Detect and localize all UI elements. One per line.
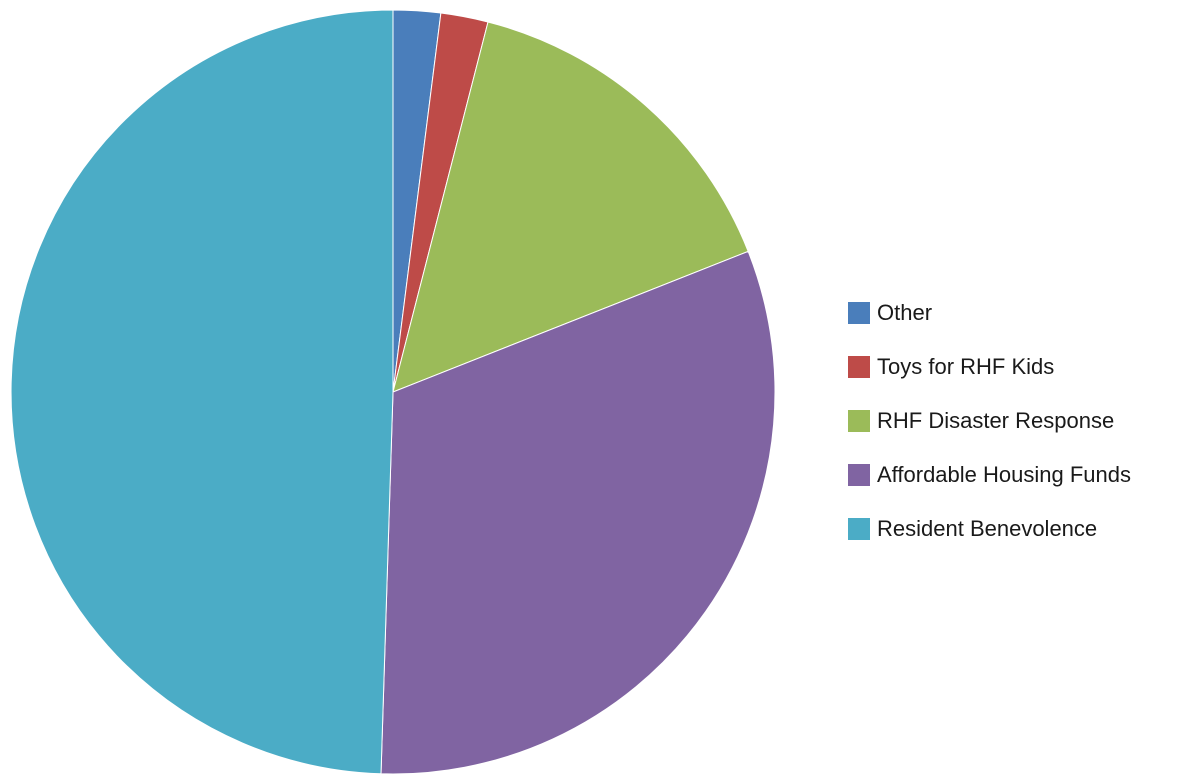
legend-swatch-toys-for-rhf-kids [848,356,870,378]
pie-slices [10,9,776,774]
chart-legend: Other Toys for RHF Kids RHF Disaster Res… [848,286,1191,556]
legend-label-other: Other [877,300,933,325]
legend-item-affordable-housing-funds: Affordable Housing Funds [848,448,1191,502]
pie-slice-rhf-disaster-response [392,21,749,393]
legend-swatch-resident-benevolence [848,518,870,540]
legend-swatch-other [848,302,870,324]
legend-label-resident-benevolence: Resident Benevolence [877,516,1098,541]
legend-swatch-rhf-disaster-response [848,410,870,432]
legend-label-toys-for-rhf-kids: Toys for RHF Kids [877,354,1055,379]
legend-swatch-affordable-housing-funds [848,464,870,486]
pie-slice-affordable-housing-funds [380,250,776,774]
legend-item-rhf-disaster-response: RHF Disaster Response [848,394,1191,448]
pie-slice-resident-benevolence [10,9,394,774]
legend-label-affordable-housing-funds: Affordable Housing Funds [877,462,1131,487]
legend-item-other: Other [848,286,1191,340]
legend-item-toys-for-rhf-kids: Toys for RHF Kids [848,340,1191,394]
legend-item-resident-benevolence: Resident Benevolence [848,502,1191,556]
legend-label-rhf-disaster-response: RHF Disaster Response [877,408,1115,433]
